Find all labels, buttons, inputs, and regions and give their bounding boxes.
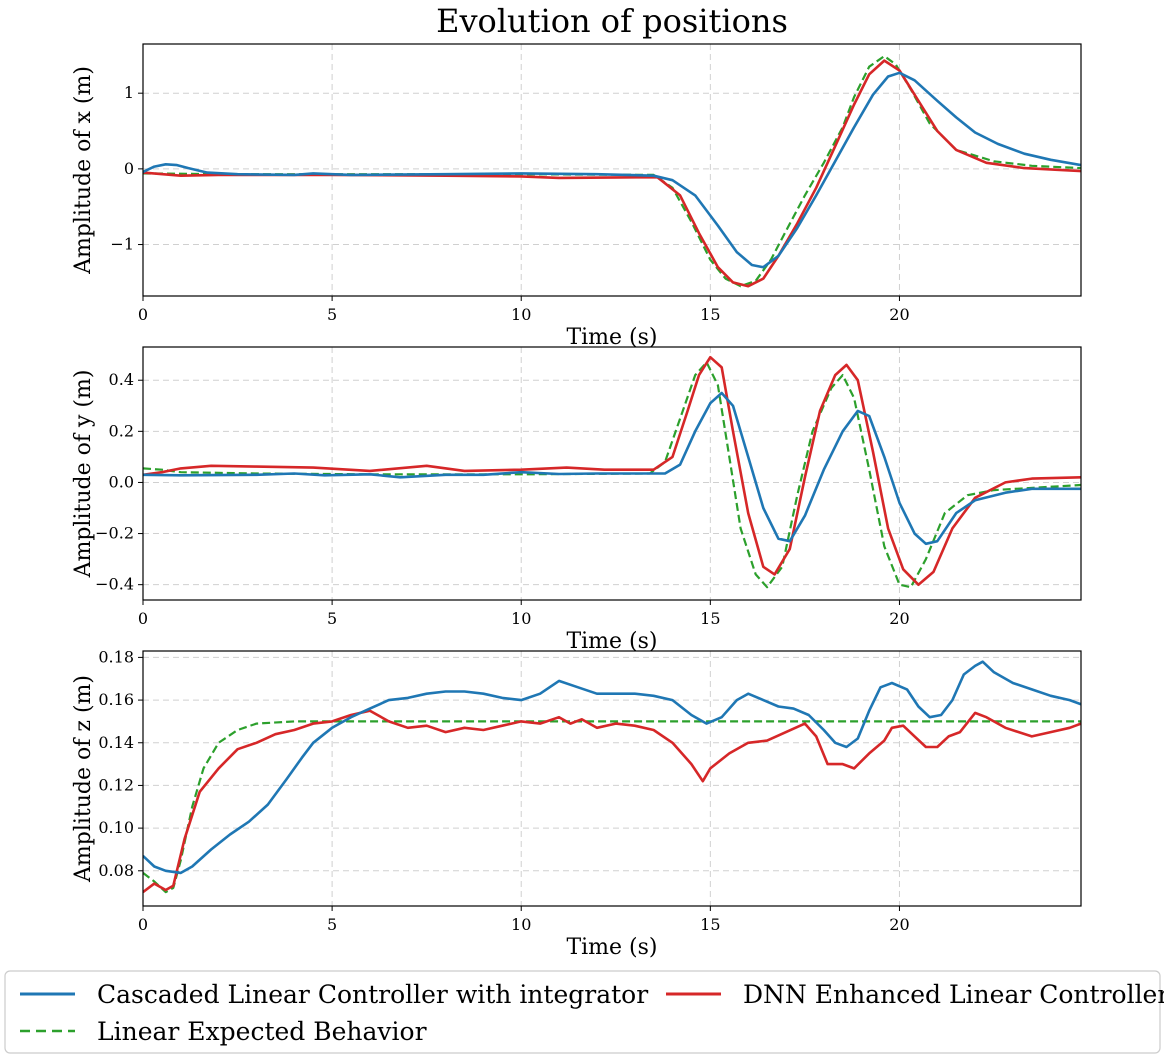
x-tick-label: 5 — [327, 305, 337, 324]
x-axis-label: Time (s) — [566, 629, 657, 654]
x-tick-label: 10 — [511, 915, 531, 934]
x-tick-label: 20 — [889, 609, 909, 628]
subplot-3: 0 5 10 15 20 0.08 0.10 0.12 0.14 0.16 0.18 Time (s)… — [71, 647, 1082, 960]
x-tick-label: 0 — [138, 609, 148, 628]
subplot-2: 0 5 10 15 20 −0.4 −0.2 0.0 0.2 0.4 Time (s) Amplitu… — [71, 346, 1082, 654]
y-tick-label: 1 — [124, 83, 134, 102]
axes-frame — [142, 346, 1082, 601]
legend: Cascaded Linear Controller with integrat… — [4, 970, 1164, 1054]
y-tick-label: 0.2 — [109, 421, 134, 440]
x-axis-label: Time (s) — [566, 935, 657, 960]
y-tick-label: −0.2 — [95, 524, 134, 543]
x-tick-label: 10 — [511, 305, 531, 324]
legend-label-3: Linear Expected Behavior — [97, 1017, 427, 1046]
y-tick-label: 0.18 — [98, 647, 134, 666]
y-tick-label: 0.12 — [98, 775, 134, 794]
x-tick-label: 0 — [138, 305, 148, 324]
axes-frame — [142, 650, 1082, 907]
y-tick-label: 0.16 — [98, 690, 134, 709]
x-tick-label: 20 — [889, 305, 909, 324]
x-tick-label: 5 — [327, 609, 337, 628]
x-tick-label: 15 — [700, 305, 720, 324]
series-line-1 — [143, 361, 1081, 589]
x-tick-label: 5 — [327, 915, 337, 934]
y-axis-label: Amplitude of y (m) — [71, 370, 96, 579]
x-tick-label: 0 — [138, 915, 148, 934]
x-tick-label: 10 — [511, 609, 531, 628]
x-tick-label: 20 — [889, 915, 909, 934]
y-tick-label: −1 — [110, 235, 134, 254]
y-axis-label: Amplitude of z (m) — [71, 675, 96, 883]
y-tick-label: 0.0 — [109, 472, 134, 491]
y-tick-label: 0.10 — [98, 818, 134, 837]
y-tick-label: 0 — [124, 159, 134, 178]
y-tick-label: 0.4 — [109, 370, 134, 389]
x-tick-label: 15 — [700, 609, 720, 628]
y-tick-label: 0.08 — [98, 861, 134, 880]
subplot-1: 0 5 10 15 20 −1 0 1 Time (s) Amplitude of x (m) — [71, 43, 1082, 350]
series-line-2 — [143, 59, 1081, 288]
legend-frame — [4, 970, 1161, 1054]
series-line-1 — [143, 55, 1081, 288]
series-line-2 — [143, 355, 1081, 586]
series-line-2 — [143, 709, 1081, 894]
y-tick-label: 0.14 — [98, 733, 134, 752]
legend-label-1: Cascaded Linear Controller with integrat… — [97, 980, 648, 1009]
axes-frame — [142, 43, 1082, 297]
series-line-3 — [143, 660, 1081, 875]
x-tick-label: 15 — [700, 915, 720, 934]
series-line-3 — [143, 391, 1081, 546]
y-axis-label: Amplitude of x (m) — [71, 66, 96, 275]
legend-label-2: DNN Enhanced Linear Controller — [743, 980, 1164, 1009]
subplots: 0 5 10 15 20 −1 0 1 Time (s) Amplitude of x (m) 0 5… — [71, 43, 1082, 960]
x-axis-label: Time (s) — [566, 325, 657, 350]
chart-title: Evolution of positions — [436, 2, 788, 40]
series-line-3 — [143, 71, 1081, 269]
y-tick-label: −0.4 — [95, 575, 134, 594]
series-line-1 — [143, 720, 1081, 894]
